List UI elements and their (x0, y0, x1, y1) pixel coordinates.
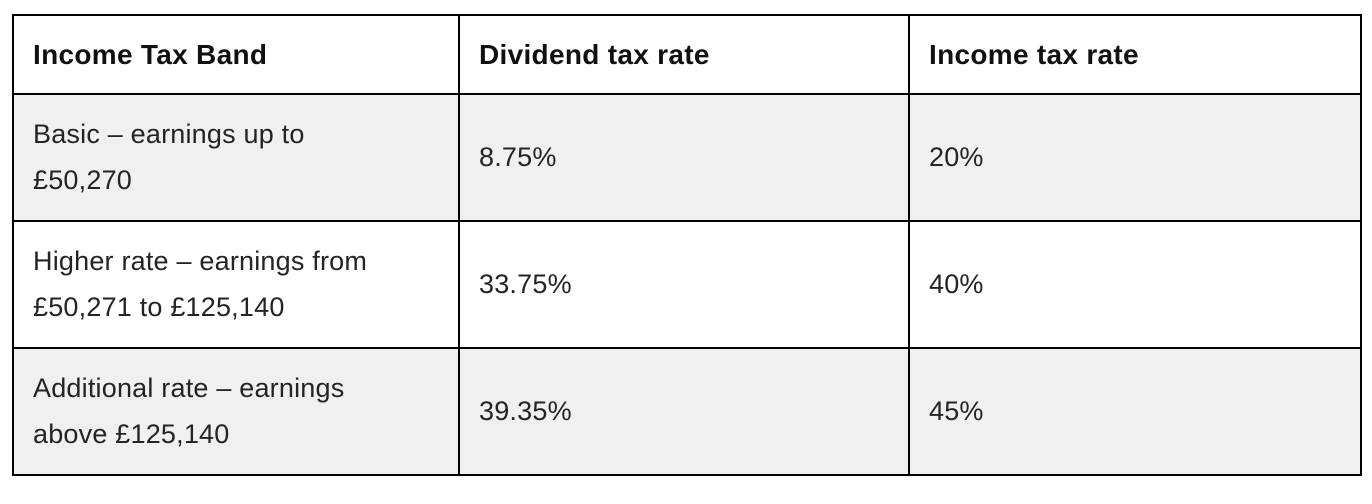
cell-additional-dividend-rate: 39.35% (458, 347, 910, 476)
column-header-income-tax-band: Income Tax Band (12, 14, 460, 95)
cell-basic-band: Basic – earnings up to £50,270 (12, 93, 460, 222)
cell-additional-income-rate: 45% (908, 347, 1362, 476)
cell-higher-income-rate: 40% (908, 220, 1362, 349)
tax-rate-table: Income Tax Band Dividend tax rate Income… (12, 14, 1362, 476)
column-header-income-tax-rate: Income tax rate (908, 14, 1362, 95)
table-row-basic: Basic – earnings up to £50,270 8.75% 20% (12, 93, 1362, 222)
header-row: Income Tax Band Dividend tax rate Income… (12, 14, 1362, 95)
tax-rate-table-container: Income Tax Band Dividend tax rate Income… (12, 14, 1362, 476)
cell-additional-band: Additional rate – earnings above £125,14… (12, 347, 460, 476)
column-header-dividend-tax-rate: Dividend tax rate (458, 14, 910, 95)
cell-higher-dividend-rate: 33.75% (458, 220, 910, 349)
table-row-higher: Higher rate – earnings from £50,271 to £… (12, 220, 1362, 349)
table-row-additional: Additional rate – earnings above £125,14… (12, 347, 1362, 476)
cell-higher-band: Higher rate – earnings from £50,271 to £… (12, 220, 460, 349)
cell-basic-dividend-rate: 8.75% (458, 93, 910, 222)
cell-basic-income-rate: 20% (908, 93, 1362, 222)
